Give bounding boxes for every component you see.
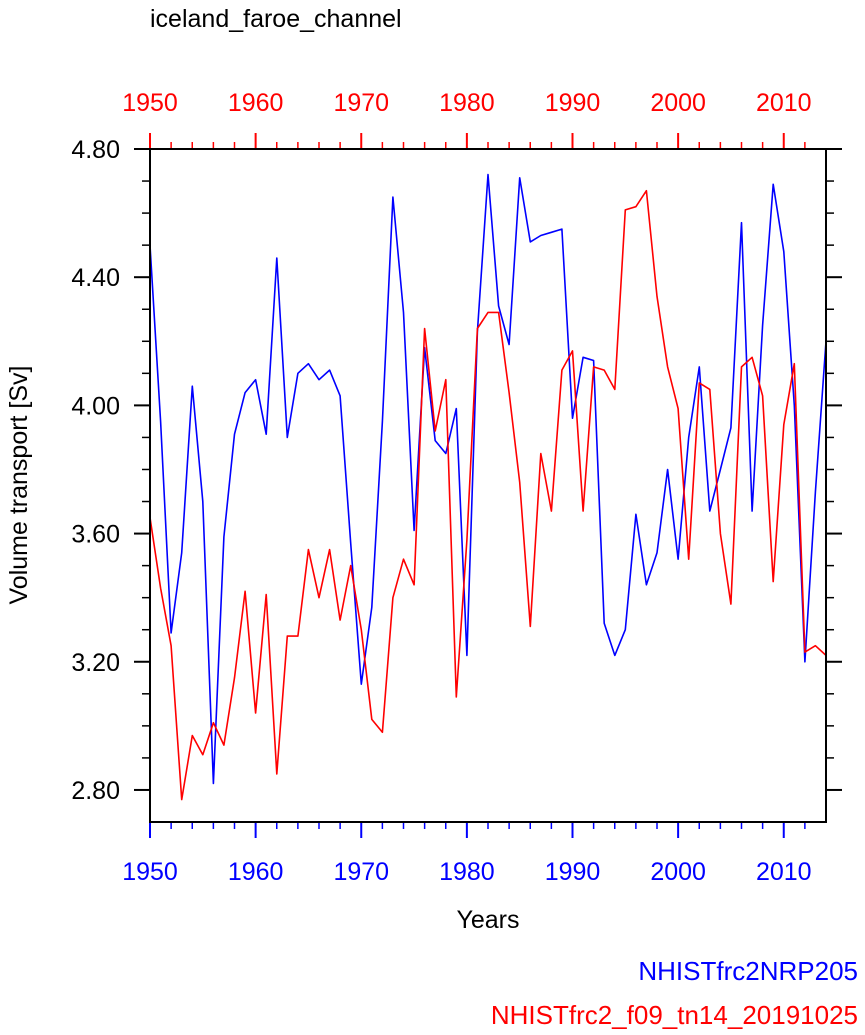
top-tick-label: 2010 — [756, 89, 812, 117]
x-axis-label: Years — [456, 906, 519, 934]
top-tick-label: 2000 — [650, 89, 706, 117]
bottom-tick-label: 1990 — [545, 858, 601, 886]
top-x-axis: 1950 1960 1970 1980 1990 2000 2010 — [122, 89, 812, 149]
bottom-x-axis: 1950 1960 1970 1980 1990 2000 2010 — [122, 822, 812, 886]
top-tick-label: 1970 — [333, 89, 389, 117]
series-line-2 — [149, 189, 827, 801]
chart-title: iceland_faroe_channel — [150, 5, 402, 33]
left-y-axis: 2.80 3.20 3.60 4.00 4.40 4.80 — [71, 136, 150, 805]
y-tick-label: 3.60 — [71, 521, 120, 549]
bottom-tick-label: 1980 — [439, 858, 495, 886]
series-layer — [149, 173, 827, 801]
y-tick-label: 3.20 — [71, 649, 120, 677]
bottom-tick-label: 1950 — [122, 858, 178, 886]
bottom-tick-label: 2000 — [650, 858, 706, 886]
y-tick-label: 4.00 — [71, 392, 120, 420]
bottom-tick-label: 1960 — [228, 858, 284, 886]
y-tick-label: 2.80 — [71, 777, 120, 805]
bottom-tick-label: 1970 — [333, 858, 389, 886]
series-line-1 — [149, 173, 827, 785]
y-tick-label: 4.80 — [71, 136, 120, 164]
top-tick-label: 1960 — [228, 89, 284, 117]
top-tick-label: 1950 — [122, 89, 178, 117]
top-tick-label: 1990 — [545, 89, 601, 117]
y-tick-label: 4.40 — [71, 264, 120, 292]
plot-frame — [149, 148, 827, 823]
legend-entry-series-1: NHISTfrc2NRP205 — [638, 956, 858, 986]
right-y-axis — [826, 148, 842, 791]
top-tick-label: 1980 — [439, 89, 495, 117]
bottom-tick-label: 2010 — [756, 858, 812, 886]
y-axis-label: Volume transport [Sv] — [5, 365, 33, 604]
legend-entry-series-2: NHISTfrc2_f09_tn14_20191025 — [491, 1000, 858, 1030]
